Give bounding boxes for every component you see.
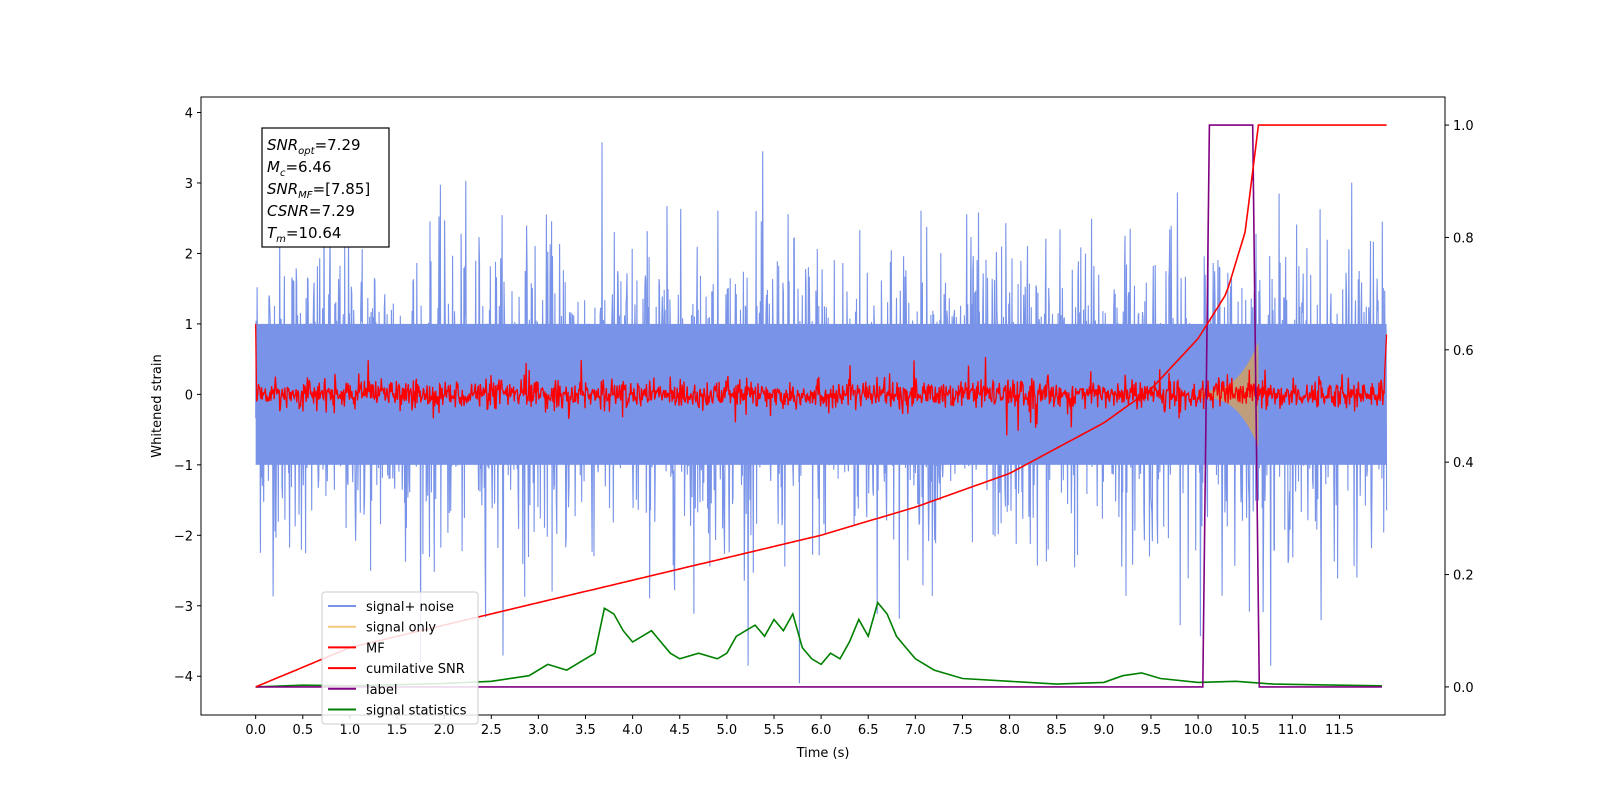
legend-entry: cumilative SNR	[366, 662, 465, 677]
x-tick-label: 3.0	[528, 723, 549, 738]
x-tick-label: 11.5	[1325, 723, 1354, 738]
x-tick-label: 9.0	[1093, 723, 1114, 738]
x-tick-label: 7.5	[952, 723, 973, 738]
plot-frame	[200, 96, 1446, 716]
x-tick-label: 6.5	[858, 723, 879, 738]
y-tick-label: −2	[174, 529, 193, 544]
x-tick-label: 4.0	[622, 723, 643, 738]
y-tick-label: −1	[174, 459, 193, 474]
x-tick-label: 2.5	[481, 723, 502, 738]
y-tick-label: −4	[174, 670, 193, 685]
label-line	[255, 124, 1382, 688]
legend-entry: label	[366, 683, 397, 698]
x-tick-label: 0.5	[292, 723, 313, 738]
x-tick-label: 0.0	[245, 723, 266, 738]
y2-tick-label: 0.0	[1453, 681, 1474, 696]
y-tick-label: 0	[185, 388, 193, 403]
x-tick-label: 2.0	[434, 723, 455, 738]
y-tick-label: 3	[185, 177, 193, 192]
x-tick-label: 5.5	[764, 723, 785, 738]
y-axis-right: 0.0 0.2 0.4 0.6 0.8 1.0	[1445, 119, 1474, 696]
y2-tick-label: 0.4	[1453, 456, 1474, 471]
x-tick-label: 3.5	[575, 723, 596, 738]
x-tick-label: 8.5	[1046, 723, 1067, 738]
y-tick-label: −3	[174, 600, 193, 615]
legend: signal+ noise signal only MF cumilative SNR…	[321, 591, 479, 725]
annotation-line: CSNR=7.29	[267, 202, 355, 220]
x-tick-label: 4.5	[669, 723, 690, 738]
mf-line	[255, 323, 1388, 436]
x-axis-label: Time (s)	[796, 746, 850, 761]
x-tick-label: 5.0	[717, 723, 738, 738]
y2-tick-label: 0.6	[1453, 344, 1474, 359]
y-axis-left: −4 −3 −2 −1 0 1 2 3 4	[174, 107, 201, 685]
x-axis: 0.0 0.5 1.0 1.5 2.0 2.5 3.0 3.5 4.0 4.5 5.0 5.5 6.0 6…	[245, 715, 1354, 738]
annotation-line: Mc=6.46	[267, 158, 331, 179]
annotation-line: SNRopt=7.29	[267, 136, 361, 157]
x-tick-label: 6.0	[811, 723, 832, 738]
y-tick-label: 1	[185, 318, 193, 333]
x-tick-label: 9.5	[1141, 723, 1162, 738]
legend-entry: MF	[366, 641, 385, 656]
signal-statistics-line	[255, 600, 1382, 688]
x-tick-label: 1.5	[387, 723, 408, 738]
x-tick-label: 10.0	[1184, 723, 1213, 738]
x-tick-label: 11.0	[1278, 723, 1307, 738]
y-tick-label: 4	[185, 107, 193, 122]
x-tick-label: 7.0	[905, 723, 926, 738]
legend-entry: signal only	[366, 621, 436, 636]
x-tick-label: 10.5	[1231, 723, 1260, 738]
y-tick-label: 2	[185, 247, 193, 262]
legend-entry: signal+ noise	[366, 600, 454, 615]
mf-path	[255, 323, 1388, 436]
y2-tick-label: 0.2	[1453, 569, 1474, 584]
annotation-line: Tm=10.64	[267, 224, 341, 245]
y2-tick-label: 0.8	[1453, 231, 1474, 246]
y-axis-label: Whitened strain	[150, 354, 165, 457]
y2-tick-label: 1.0	[1453, 119, 1474, 134]
legend-entry: signal statistics	[366, 704, 467, 719]
annotation-frame	[261, 127, 390, 248]
x-tick-label: 1.0	[340, 723, 361, 738]
legend-frame	[321, 591, 479, 725]
annotation-line: SNRMF=[7.85]	[267, 180, 370, 201]
x-tick-label: 8.0	[999, 723, 1020, 738]
